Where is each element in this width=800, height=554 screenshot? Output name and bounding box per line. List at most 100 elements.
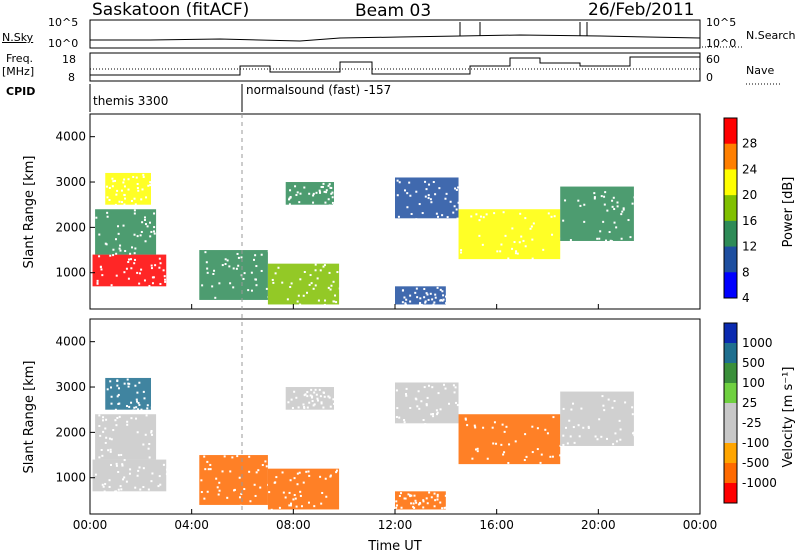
data-gap-speckle [583,220,586,223]
data-gap-speckle [114,419,117,422]
data-gap-speckle [151,276,154,279]
data-gap-speckle [133,262,136,265]
data-gap-speckle [507,257,510,260]
data-gap-speckle [162,269,165,272]
data-gap-speckle [426,396,429,399]
data-gap-speckle [603,409,606,412]
data-gap-speckle [319,475,322,478]
data-gap-speckle [96,279,99,282]
data-gap-speckle [328,271,331,274]
data-gap-speckle [532,222,535,225]
x-tick-label: 12:00 [378,518,413,532]
data-gap-speckle [101,483,104,486]
data-region [395,177,459,219]
data-gap-speckle [159,262,162,265]
data-gap-speckle [96,282,99,285]
data-gap-speckle [261,464,264,467]
data-gap-speckle [400,506,403,509]
data-gap-speckle [148,284,151,287]
data-gap-speckle [136,187,139,190]
data-gap-speckle [139,234,142,237]
x-tick-label: 16:00 [479,518,514,532]
data-gap-speckle [436,411,439,414]
data-gap-speckle [299,278,302,281]
data-gap-speckle [237,256,240,259]
data-gap-speckle [124,197,127,200]
data-gap-speckle [328,183,331,186]
data-gap-speckle [570,408,573,411]
data-gap-speckle [332,203,335,206]
data-gap-speckle [111,185,114,188]
data-gap-speckle [150,431,153,434]
data-gap-speckle [427,298,430,301]
data-gap-speckle [399,492,402,495]
data-gap-speckle [455,401,458,404]
data-gap-speckle [229,282,232,285]
data-gap-speckle [253,483,256,486]
data-gap-speckle [434,296,437,299]
data-gap-speckle [321,185,324,188]
colorbar-swatch [724,363,737,384]
data-gap-speckle [117,454,120,457]
data-gap-speckle [633,434,636,437]
data-gap-speckle [142,175,145,178]
data-gap-speckle [143,216,146,219]
data-gap-speckle [110,386,113,389]
data-gap-speckle [596,237,599,240]
data-gap-speckle [306,391,309,394]
data-gap-speckle [602,220,605,223]
velocity-y-axis-title: Slant Range [km] [22,361,37,474]
data-gap-speckle [622,207,625,210]
data-gap-speckle [274,481,277,484]
data-gap-speckle [329,288,332,291]
data-gap-speckle [142,486,145,489]
data-gap-speckle [502,211,505,214]
data-gap-speckle [299,494,302,497]
data-gap-speckle [600,435,603,438]
data-gap-speckle [312,192,315,195]
data-gap-speckle [288,491,291,494]
data-gap-speckle [441,290,444,293]
data-gap-speckle [138,272,141,275]
data-gap-speckle [317,299,320,302]
data-gap-speckle [332,300,335,303]
data-gap-speckle [313,505,316,508]
data-gap-speckle [159,483,162,486]
data-gap-speckle [523,459,526,462]
data-region [267,468,340,510]
data-gap-speckle [120,453,123,456]
data-gap-speckle [255,284,258,287]
data-gap-speckle [312,404,315,407]
data-gap-speckle [482,426,485,429]
data-gap-speckle [127,261,130,264]
data-gap-speckle [146,225,149,228]
data-gap-speckle [310,396,313,399]
data-gap-speckle [121,463,124,466]
data-gap-speckle [294,497,297,500]
data-gap-speckle [320,502,323,505]
data-gap-speckle [332,280,335,283]
data-gap-speckle [335,471,338,474]
data-gap-speckle [599,230,602,233]
data-gap-speckle [142,390,145,393]
data-gap-speckle [428,491,431,494]
data-gap-speckle [593,197,596,200]
data-gap-speckle [611,205,614,208]
data-gap-speckle [531,425,534,428]
data-gap-speckle [127,382,130,385]
data-gap-speckle [332,398,335,401]
data-gap-speckle [144,240,147,243]
data-gap-speckle [431,412,434,415]
data-gap-speckle [464,418,467,421]
data-gap-speckle [140,198,143,201]
data-gap-speckle [120,189,123,192]
data-gap-speckle [606,209,609,212]
data-gap-speckle [415,501,418,504]
data-gap-speckle [102,416,105,419]
data-gap-speckle [142,173,145,176]
data-gap-speckle [511,247,514,250]
data-gap-speckle [118,200,121,203]
data-gap-speckle [531,238,534,241]
data-gap-speckle [116,417,119,420]
data-gap-speckle [331,191,334,194]
